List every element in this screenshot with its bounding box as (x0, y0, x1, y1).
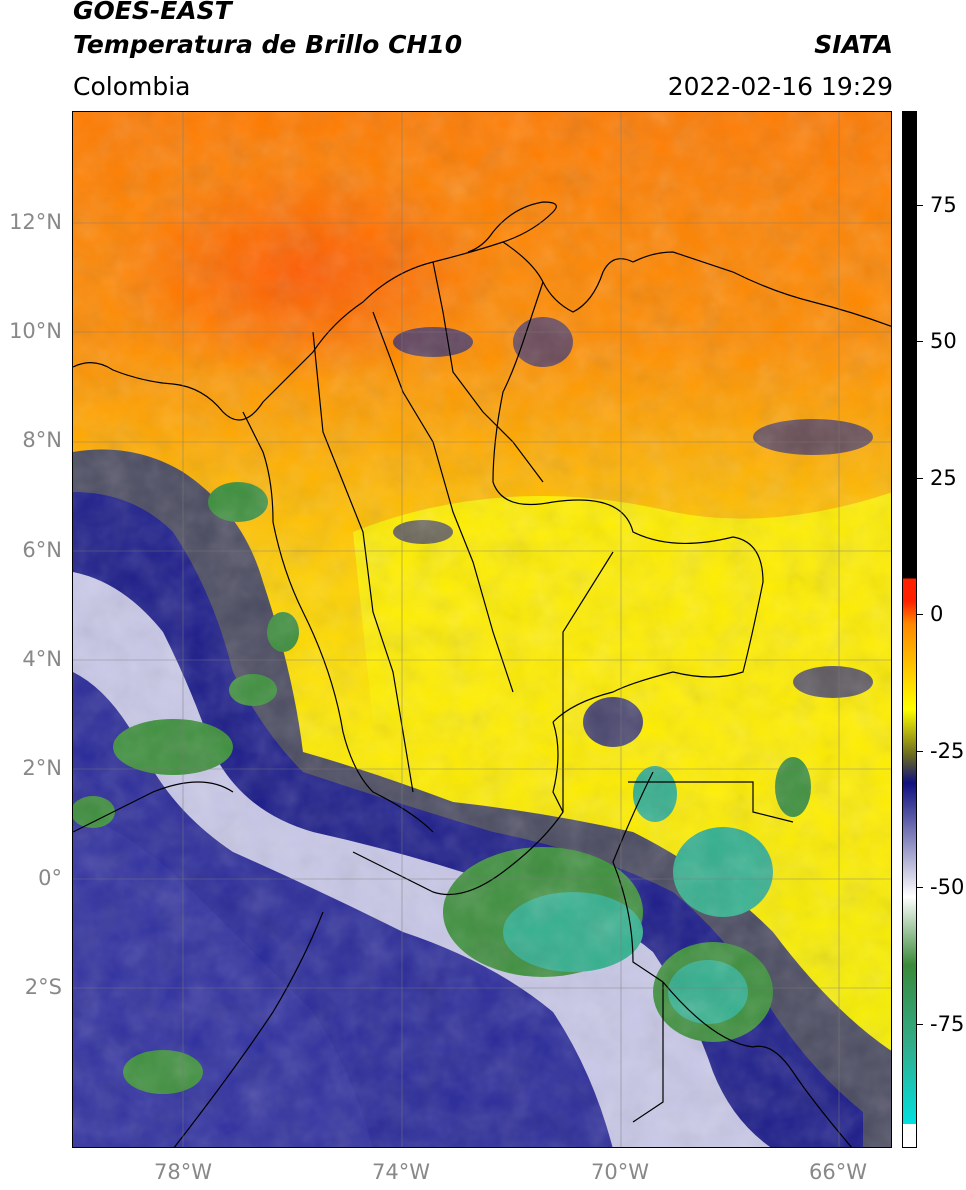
colorbar (902, 111, 917, 1148)
product-title: Temperatura de Brillo CH10 (73, 30, 463, 59)
texture-overlay (73, 112, 891, 1147)
map-canvas (73, 112, 891, 1147)
lon-label-66w: 66°W (809, 1160, 867, 1184)
colorbar-tick-neg50: -50 (930, 875, 965, 899)
lat-label-8n: 8°N (22, 428, 62, 452)
gridlines (73, 112, 891, 1147)
colorbar-tick-0: 0 (930, 602, 944, 626)
lat-label-2n: 2°N (22, 756, 62, 780)
brightness-temperature-map (72, 111, 892, 1148)
colorbar-tick-50: 50 (930, 329, 957, 353)
agency-label: SIATA (814, 30, 893, 59)
lat-label-4n: 4°N (22, 647, 62, 671)
borders (73, 201, 891, 1147)
lat-label-2s: 2°S (24, 975, 62, 999)
colorbar-tick-75: 75 (930, 193, 957, 217)
colorbar-tick-neg25: -25 (930, 739, 965, 763)
satellite-title: GOES-EAST (73, 0, 232, 25)
lon-label-70w: 70°W (591, 1160, 649, 1184)
lon-label-78w: 78°W (154, 1160, 212, 1184)
region-label: Colombia (73, 72, 191, 101)
lat-label-12n: 12°N (9, 210, 62, 234)
lon-label-74w: 74°W (372, 1160, 430, 1184)
lat-label-10n: 10°N (9, 319, 62, 343)
colorbar-tick-neg75: -75 (930, 1012, 965, 1036)
colorbar-tick-25: 25 (930, 466, 957, 490)
lat-label-0: 0° (38, 866, 62, 890)
lat-label-6n: 6°N (22, 538, 62, 562)
datetime-label: 2022-02-16 19:29 (667, 72, 893, 101)
